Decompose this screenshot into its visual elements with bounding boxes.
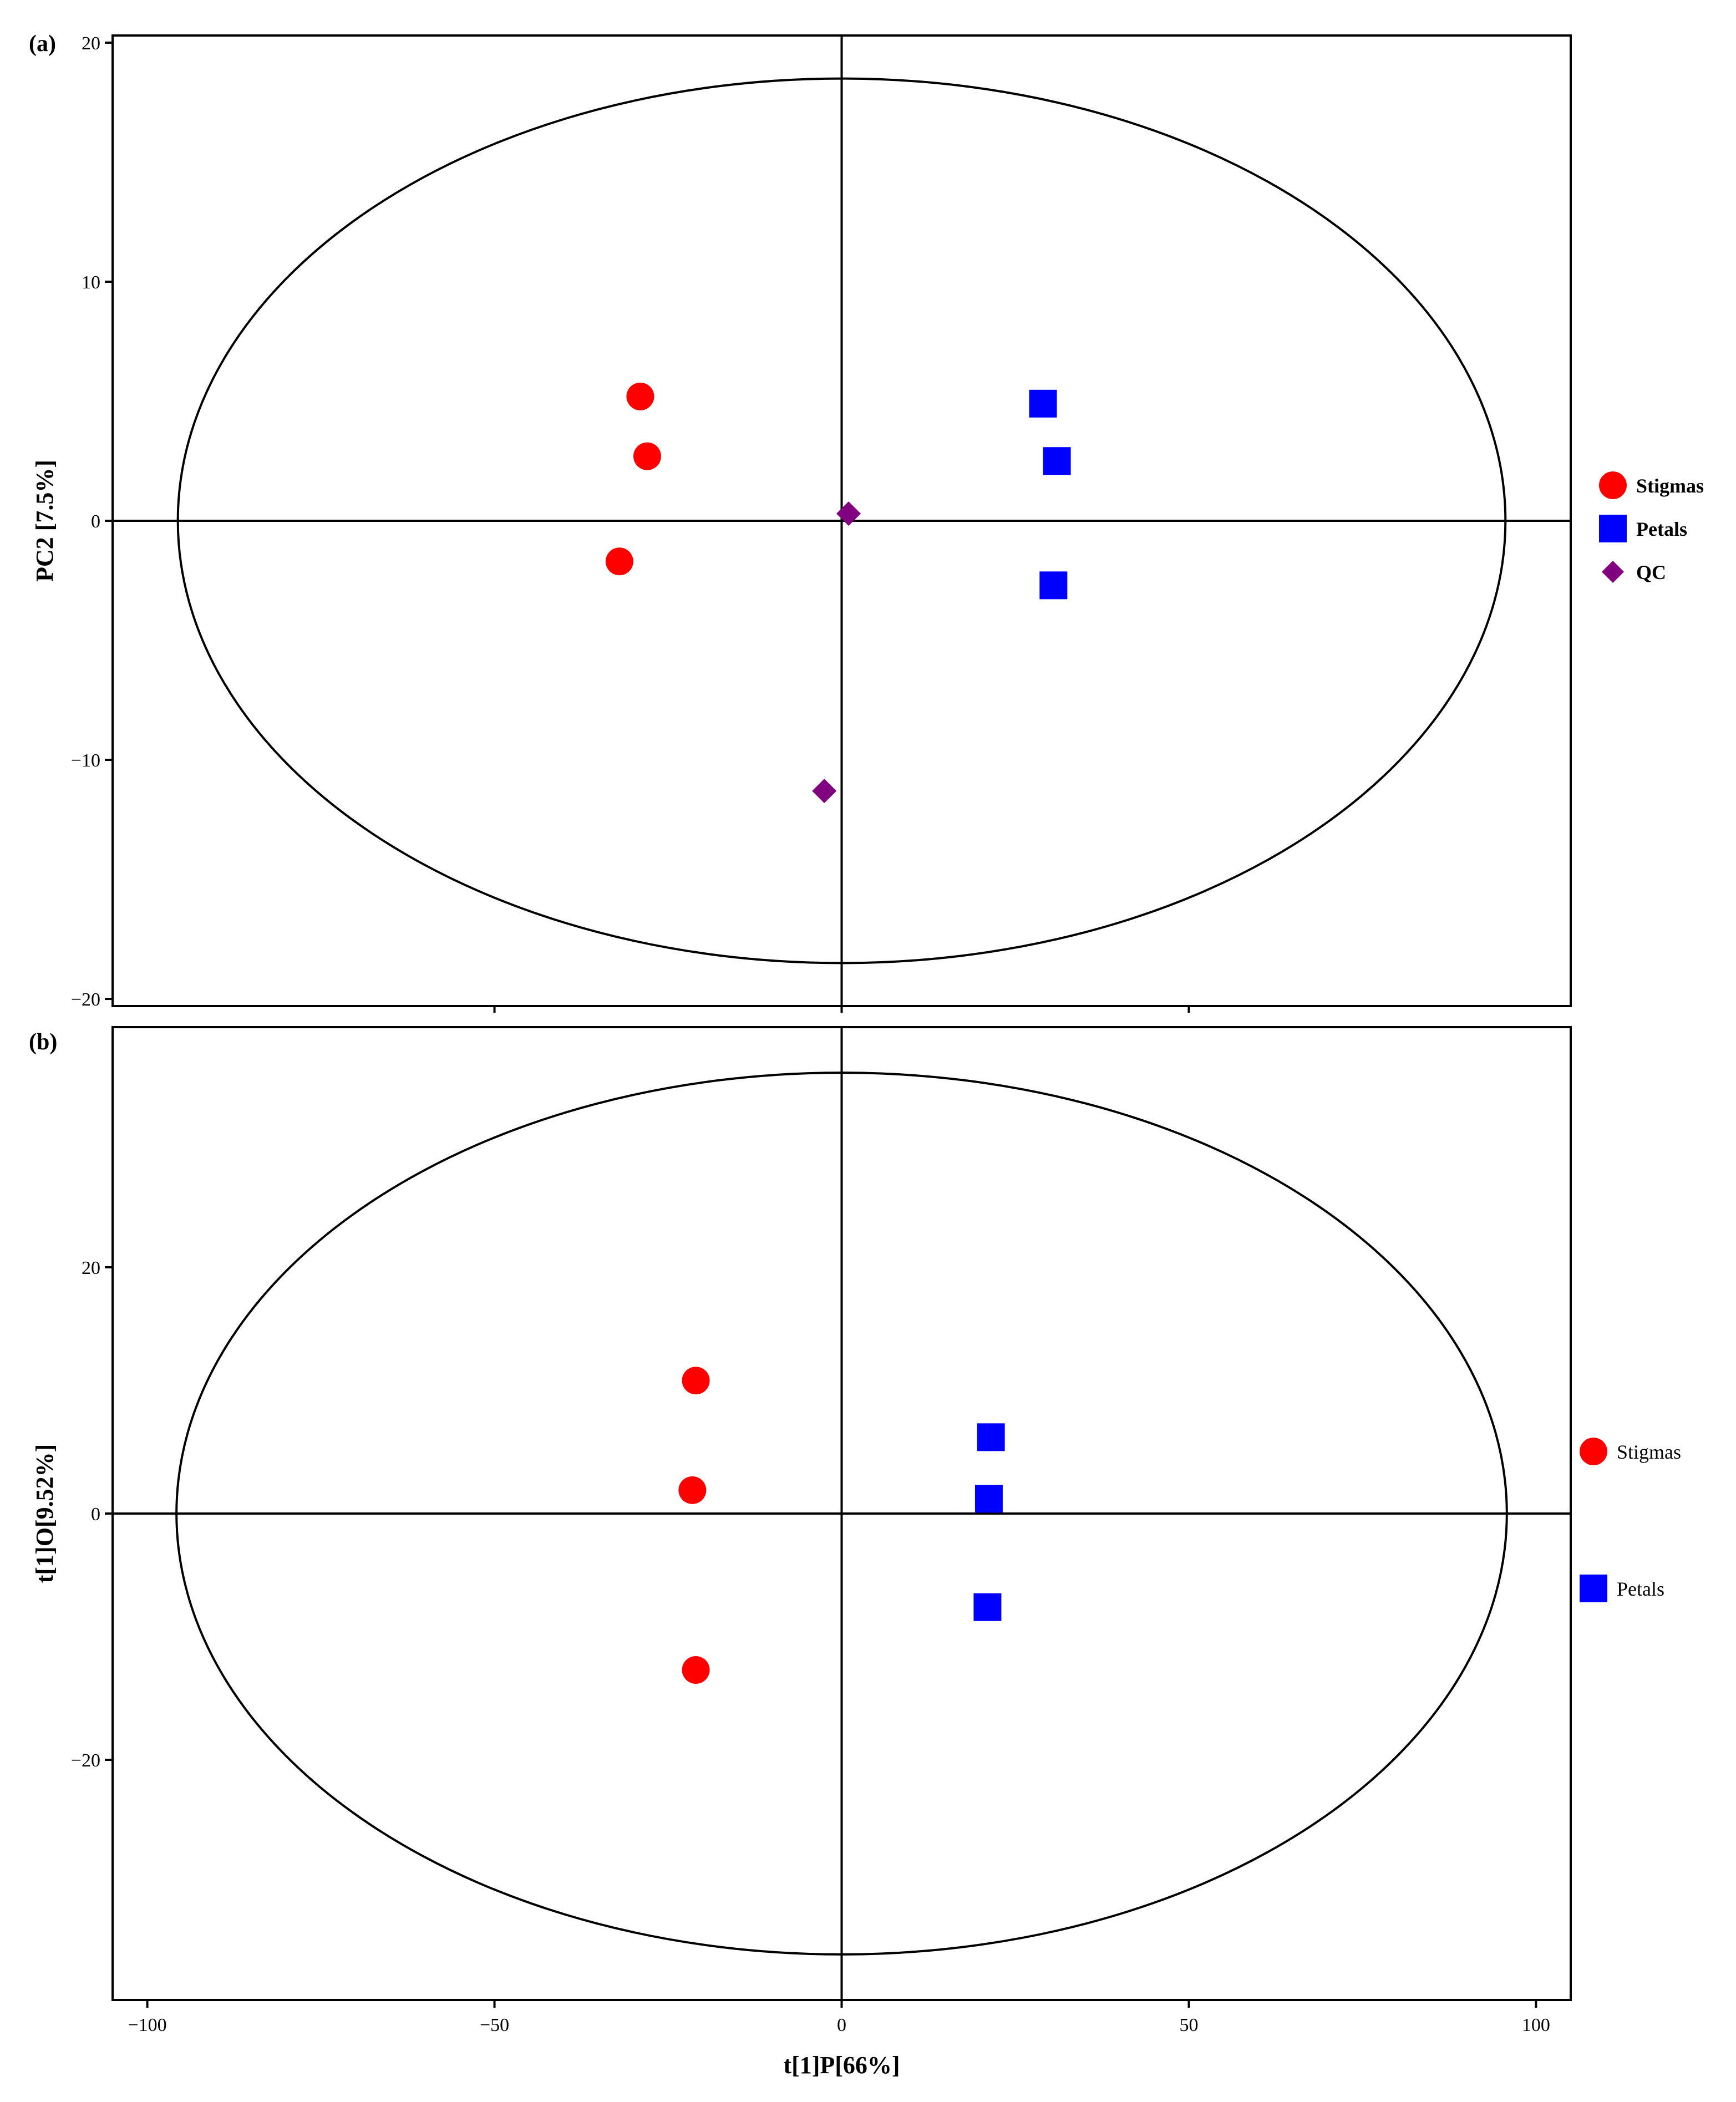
legend-marker xyxy=(1599,471,1627,499)
x-tick-label: 0 xyxy=(837,2015,846,2035)
legend-marker xyxy=(1602,561,1624,583)
legend-label: Petals xyxy=(1636,518,1687,540)
data-point xyxy=(836,501,861,526)
panel-label: (a) xyxy=(29,31,56,57)
y-axis-title: t[1]O[9.52%] xyxy=(31,1444,58,1583)
legend-label: Petals xyxy=(1617,1578,1664,1600)
x-tick-label: 100 xyxy=(1522,2015,1550,2035)
x-axis-title: t[1]P[66%] xyxy=(783,2052,900,2079)
data-point xyxy=(682,1656,710,1684)
legend-item-petals: Petals xyxy=(1580,1575,1664,1602)
data-point xyxy=(1039,571,1068,600)
series-qc xyxy=(812,501,861,804)
y-tick-label: 10 xyxy=(82,272,100,293)
legend-label: QC xyxy=(1636,561,1666,583)
data-point xyxy=(977,1423,1005,1451)
x-tick-label: −50 xyxy=(480,2015,509,2035)
y-tick-label: 20 xyxy=(82,1258,100,1278)
x-tick-label: −100 xyxy=(128,2015,167,2035)
legend-marker xyxy=(1580,1575,1607,1602)
y-tick-label: 0 xyxy=(91,511,100,532)
panel-label: (b) xyxy=(29,1029,57,1055)
data-point xyxy=(682,1367,710,1395)
legend-marker xyxy=(1599,515,1627,542)
data-point xyxy=(633,442,661,470)
legend-marker xyxy=(1580,1438,1607,1465)
y-tick-label: −20 xyxy=(71,1750,100,1771)
legend-item-stigmas: Stigmas xyxy=(1599,471,1704,499)
y-axis-title: PC2 [7.5%] xyxy=(31,460,58,582)
legend-label: Stigmas xyxy=(1636,475,1704,497)
data-point xyxy=(605,547,633,576)
legend-item-qc: QC xyxy=(1602,561,1666,583)
panel-a: −20 −10 0 10 20 PC2 [7.5%] (a) Stigmas Petals QC xyxy=(29,31,1704,1013)
y-tick-label: 20 xyxy=(82,33,100,54)
data-point xyxy=(626,382,654,410)
data-point xyxy=(1043,447,1071,475)
series-petals xyxy=(973,1423,1005,1621)
data-point xyxy=(1029,389,1057,418)
series-stigmas xyxy=(605,382,661,576)
data-point xyxy=(812,779,837,804)
data-point xyxy=(973,1593,1002,1621)
y-tick-label: −20 xyxy=(71,989,100,1010)
y-tick-label: 0 xyxy=(91,1504,100,1525)
series-petals xyxy=(1029,389,1071,600)
x-tick-label: 50 xyxy=(1179,2015,1198,2035)
y-tick-label: −10 xyxy=(71,750,100,771)
data-point xyxy=(678,1476,707,1504)
panel-b: −20 0 20 −100 −50 0 50 100 t[1]O[9.52%] t[1]P[66%… xyxy=(29,1026,1681,2079)
series-stigmas xyxy=(678,1367,710,1684)
legend-item-stigmas: Stigmas xyxy=(1580,1438,1681,1465)
legend-item-petals: Petals xyxy=(1599,515,1687,542)
legend-label: Stigmas xyxy=(1617,1441,1681,1463)
data-point xyxy=(974,1485,1003,1513)
